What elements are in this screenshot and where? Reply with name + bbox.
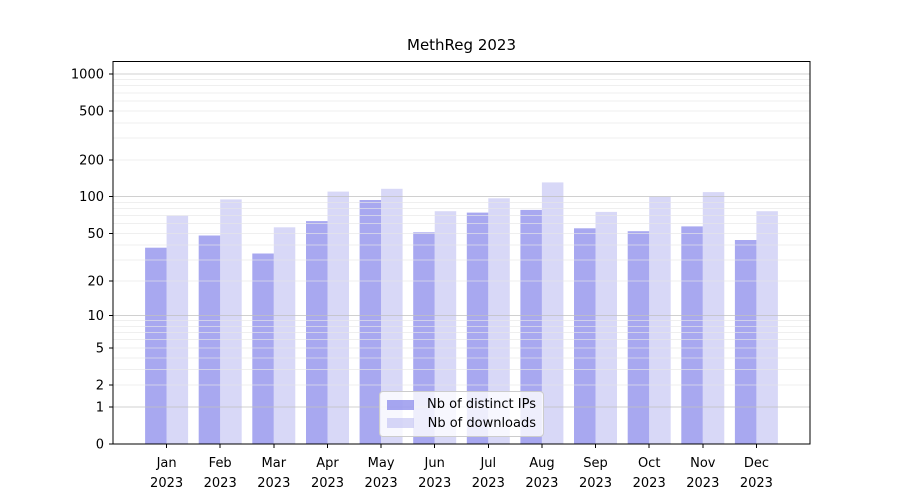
y-tick-label: 5	[96, 342, 104, 357]
bar-sep-ips	[574, 228, 596, 444]
x-tick-label-year: 2023	[204, 476, 237, 491]
y-tick-label: 50	[87, 227, 104, 242]
bar-jan-ips	[145, 247, 167, 444]
legend-entry-distinct-ips: Nb of distinct IPs	[387, 397, 536, 412]
x-tick-label-year: 2023	[365, 476, 398, 491]
x-tick-label-month: Oct	[638, 456, 660, 471]
x-tick-label-year: 2023	[740, 476, 773, 491]
x-tick-label-month: Dec	[744, 456, 769, 471]
y-tick-label: 1	[96, 400, 104, 415]
y-tick-label: 1000	[71, 67, 104, 82]
x-tick-label-month: Feb	[209, 456, 232, 471]
y-tick-label: 500	[79, 104, 104, 119]
x-tick-label-month: Jul	[479, 456, 496, 471]
y-tick-label: 20	[87, 274, 104, 289]
y-axis: 0 1 2 5 10 20 50 100 200 500 1000	[71, 67, 113, 453]
y-tick-label: 200	[79, 153, 104, 168]
bar-sep-downloads	[595, 211, 617, 444]
bar-mar-ips	[252, 253, 274, 444]
x-tick-label-month: Jun	[424, 456, 445, 471]
x-axis: Jan 2023 Feb 2023 Mar 2023 Apr 2023 May 2023 Jun 20…	[150, 444, 773, 491]
bar-jun-downloads	[434, 211, 457, 444]
x-tick-label-year: 2023	[579, 476, 612, 491]
x-tick-label-year: 2023	[525, 476, 558, 491]
legend-label-downloads: Nb of downloads	[427, 415, 536, 431]
x-tick-label-year: 2023	[472, 476, 505, 491]
x-tick-label-month: May	[368, 456, 395, 471]
bar-aug-downloads	[541, 182, 564, 444]
y-tick-label: 2	[96, 379, 104, 394]
x-tick-label-month: Mar	[262, 456, 287, 471]
bar-nov-ips	[681, 226, 703, 444]
legend-swatch-distinct-ips	[387, 399, 414, 410]
x-tick-label-month: Nov	[690, 456, 716, 471]
bar-feb-downloads	[220, 199, 242, 444]
x-tick-label-year: 2023	[150, 476, 183, 491]
bar-jul-ips	[466, 212, 489, 444]
bar-may-downloads	[381, 188, 403, 444]
x-tick-label-month: Apr	[316, 456, 339, 471]
y-tick-label: 0	[96, 438, 104, 453]
bar-may-ips	[359, 200, 382, 444]
x-tick-label-month: Aug	[529, 456, 554, 471]
bar-dec-downloads	[756, 211, 778, 444]
bar-apr-downloads	[327, 191, 349, 444]
x-tick-label-year: 2023	[686, 476, 719, 491]
legend-swatch-downloads	[387, 418, 414, 429]
x-tick-label-month: Jan	[156, 456, 177, 471]
gridlines	[113, 73, 810, 408]
bar-mar-downloads	[273, 227, 296, 444]
chart-title: MethReg 2023	[407, 36, 516, 54]
y-tick-label: 10	[87, 309, 104, 324]
legend-label-distinct-ips: Nb of distinct IPs	[427, 397, 536, 413]
y-tick-label: 100	[79, 190, 104, 205]
x-tick-label-year: 2023	[257, 476, 290, 491]
x-tick-label-month: Sep	[583, 456, 608, 471]
bar-oct-ips	[627, 231, 650, 444]
bar-dec-ips	[734, 240, 757, 444]
x-tick-label-year: 2023	[418, 476, 451, 491]
x-tick-label-year: 2023	[311, 476, 344, 491]
x-tick-label-year: 2023	[633, 476, 666, 491]
bar-nov-downloads	[702, 192, 725, 444]
plot-border	[112, 61, 811, 445]
legend: Nb of distinct IPs Nb of downloads	[379, 391, 544, 437]
legend-entry-downloads: Nb of downloads	[387, 416, 536, 431]
bar-jan-downloads	[166, 215, 189, 444]
